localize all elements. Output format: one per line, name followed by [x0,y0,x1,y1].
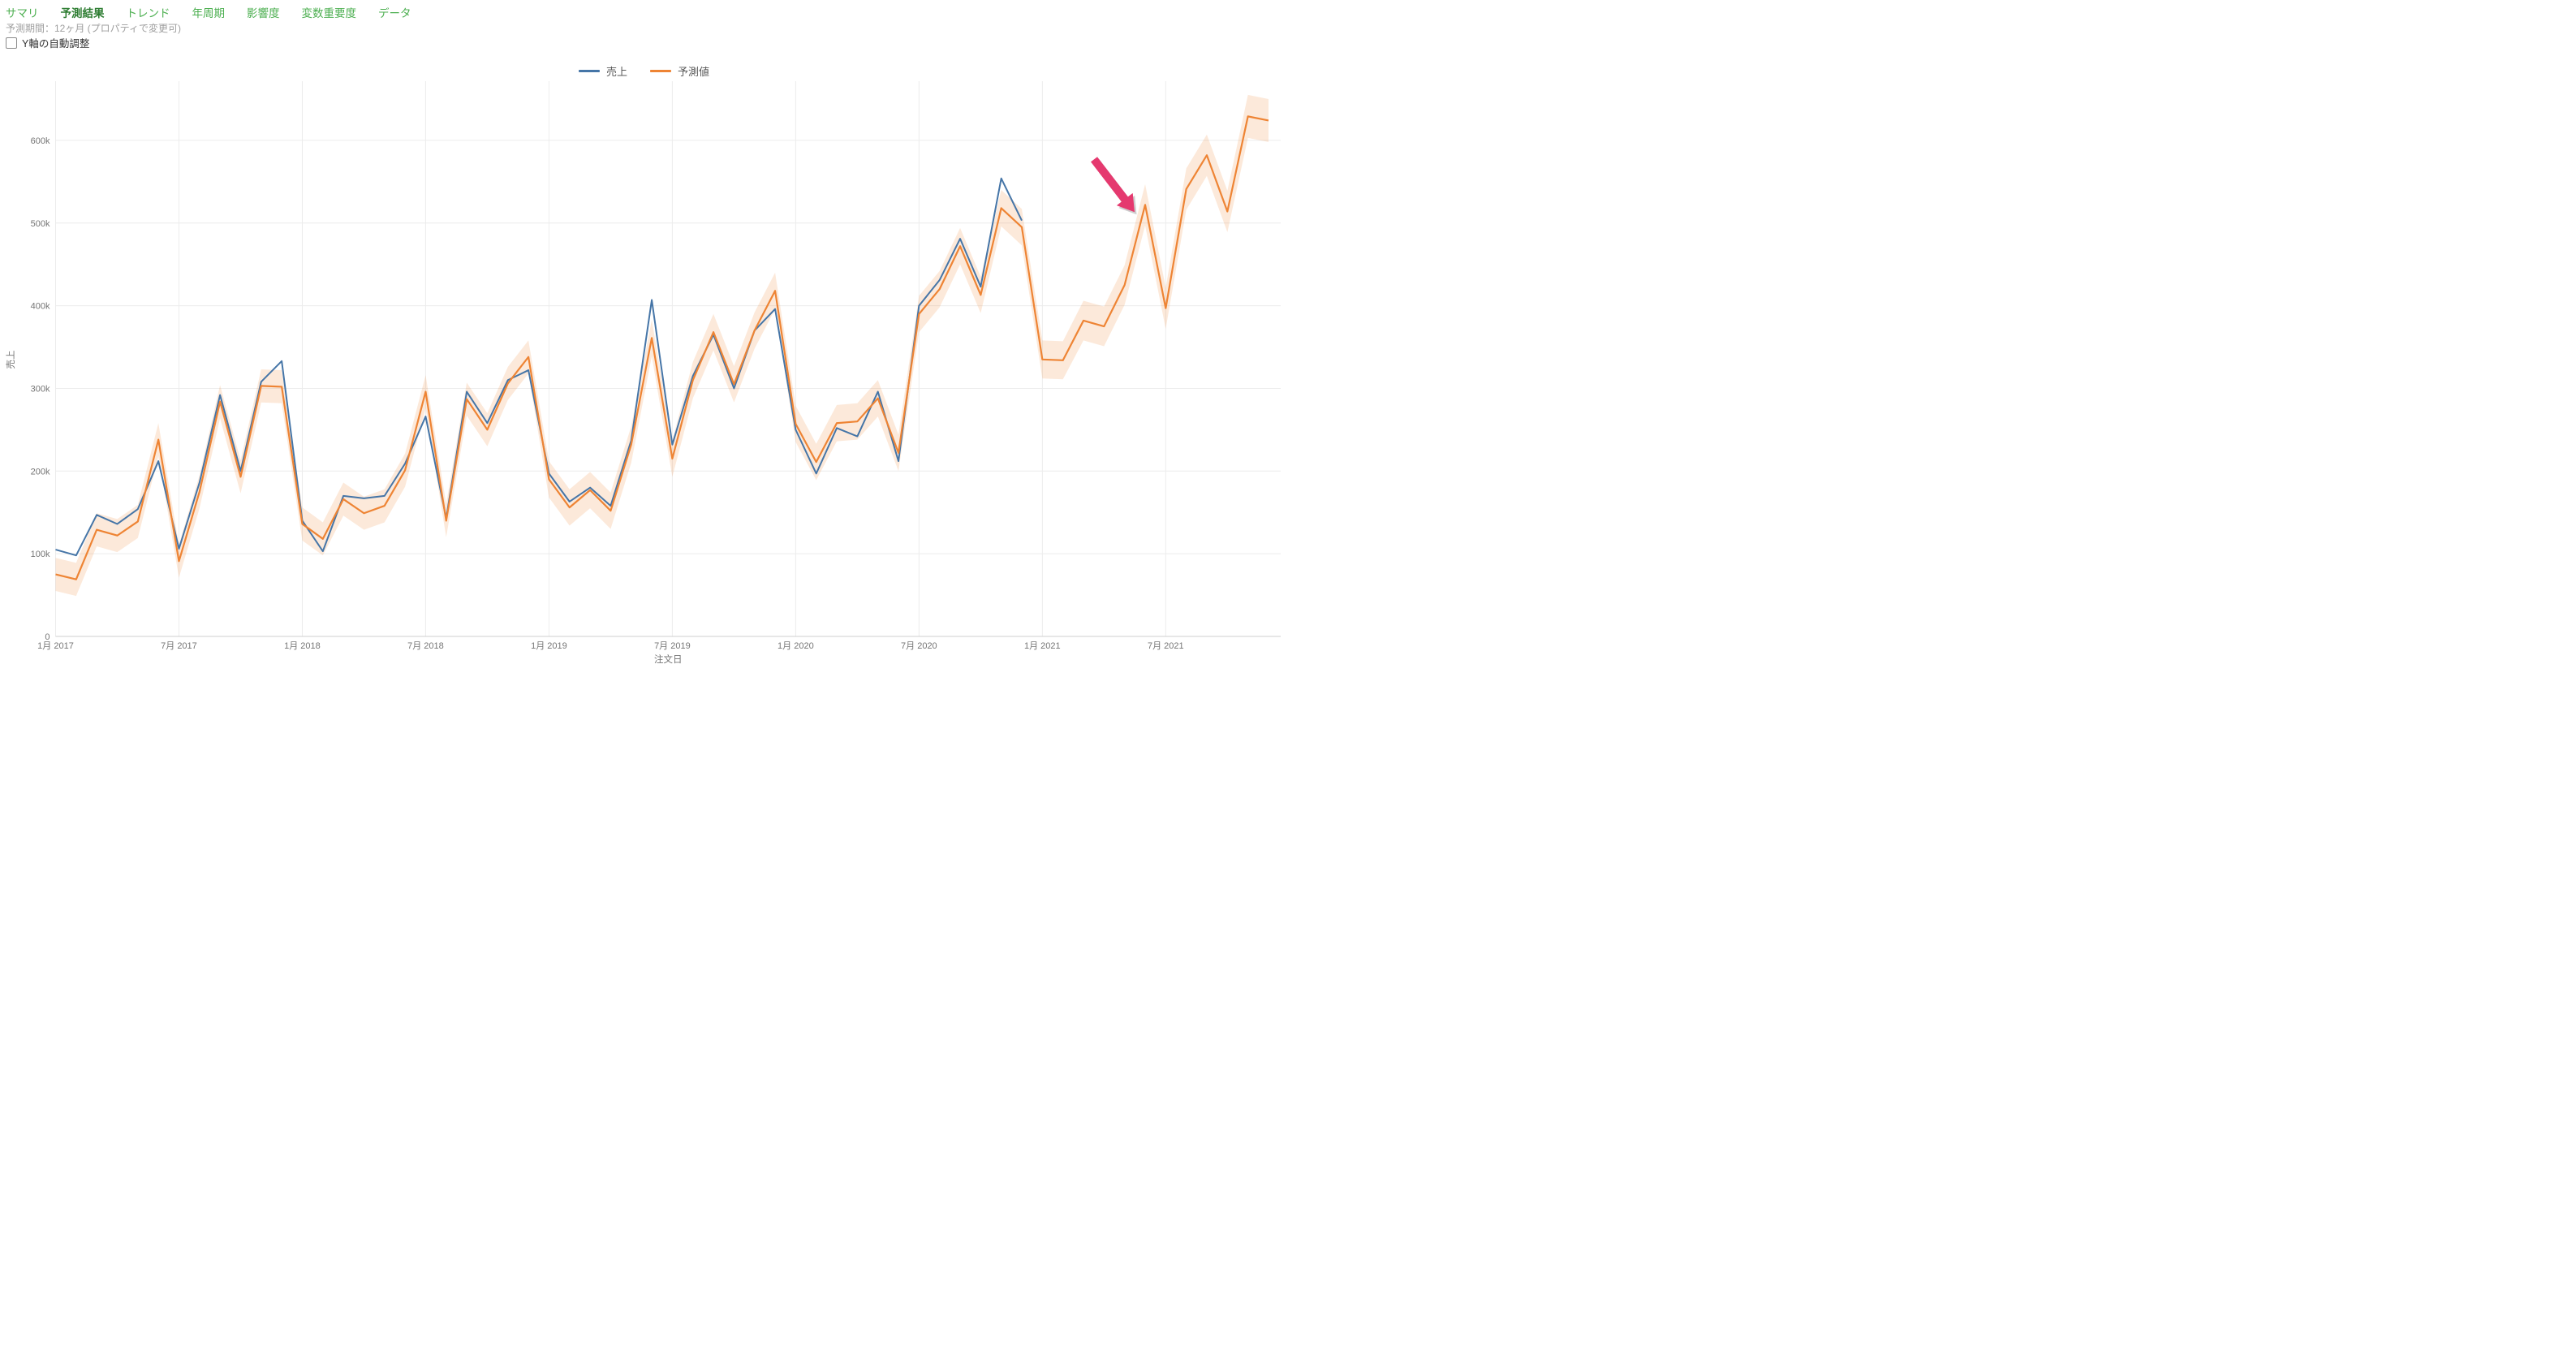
tab-予測結果[interactable]: 予測結果 [60,7,105,19]
x-axis-title: 注文日 [654,653,683,665]
y-tick-label: 200k [31,467,50,477]
forecast-line[interactable] [55,115,1269,580]
checkbox-label: Y軸の自動調整 [22,38,90,50]
y-tick-label: 600k [31,136,50,146]
checkbox-icon[interactable] [6,37,17,49]
legend-label-actual: 売上 [605,66,627,78]
legend-item-actual[interactable]: 売上 [578,63,627,79]
chart-legend: 売上 予測値 [0,63,1288,79]
forecast-line-swatch-icon [650,70,671,72]
annotation-arrow-icon [1091,157,1135,213]
y-tick-label: 100k [31,550,50,559]
legend-item-forecast[interactable]: 予測値 [650,63,709,79]
tab-変数重要度[interactable]: 変数重要度 [301,7,357,19]
forecast-period-note: 予測期間：12ヶ月 (プロパティで変更可) [6,23,181,34]
x-tick-label: 1月 2021 [1024,641,1061,651]
x-tick-label: 7月 2017 [161,641,197,651]
x-tick-label: 1月 2017 [37,641,74,651]
tab-年周期[interactable]: 年周期 [192,7,226,19]
y-tick-label: 0 [45,632,50,642]
actual-line-swatch-icon [578,70,600,72]
y-axis-title: 売上 [6,351,16,369]
x-tick-label: 7月 2019 [654,641,691,651]
x-tick-label: 7月 2021 [1148,641,1184,651]
x-tick-label: 7月 2020 [901,641,937,651]
x-tick-label: 1月 2019 [531,641,567,651]
x-tick-label: 7月 2018 [407,641,444,651]
tab-サマリ[interactable]: サマリ [6,7,39,19]
x-tick-label: 1月 2018 [284,641,321,651]
forecast-confidence-band [55,94,1269,597]
x-tick-label: 1月 2020 [778,641,814,651]
legend-label-forecast: 予測値 [678,66,710,78]
tab-影響度[interactable]: 影響度 [247,7,280,19]
result-tabs: サマリ 予測結果 トレンド 年周期 影響度 変数重要度 データ [6,4,411,20]
y-tick-label: 400k [31,302,50,312]
y-tick-label: 500k [31,219,50,229]
y-tick-label: 300k [31,384,50,394]
tab-データ[interactable]: データ [378,7,411,19]
forecast-result-chart[interactable]: 1月 2017 7月 2017 1月 2018 7月 2018 1月 2019 7月 20… [0,0,1288,684]
y-axis-auto-adjust-toggle[interactable]: Y軸の自動調整 [6,35,89,50]
tab-トレンド[interactable]: トレンド [126,7,170,19]
